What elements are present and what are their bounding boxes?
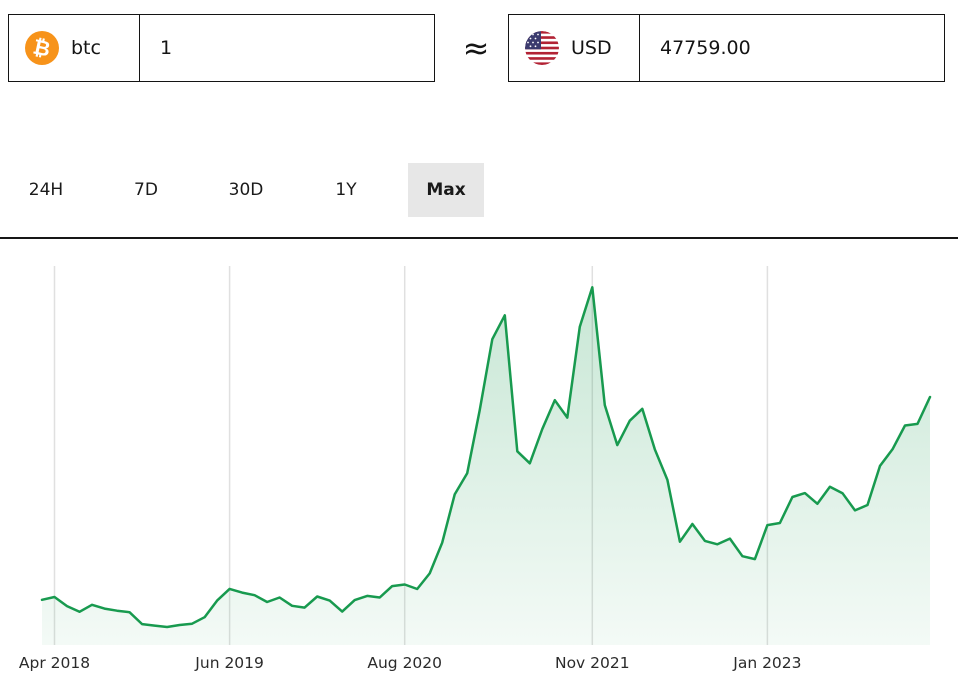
to-amount-input[interactable] xyxy=(640,15,944,81)
divider xyxy=(0,237,958,239)
to-currency-selector[interactable]: USD xyxy=(509,15,640,81)
bitcoin-icon: ₿ xyxy=(25,31,59,65)
to-currency-label: USD xyxy=(571,37,612,59)
svg-text:Nov 2021: Nov 2021 xyxy=(555,654,630,672)
from-currency-label: btc xyxy=(71,37,101,59)
from-currency-selector[interactable]: ₿ btc xyxy=(9,15,140,81)
tab-30d[interactable]: 30D xyxy=(208,163,284,217)
range-tabs: 24H 7D 30D 1Y Max xyxy=(8,163,508,217)
tab-1y[interactable]: 1Y xyxy=(308,163,384,217)
price-chart-area[interactable]: Apr 2018 Jun 2019 Aug 2020 Nov 2021 Jan 2023 xyxy=(0,248,958,690)
from-amount-input[interactable] xyxy=(140,15,434,81)
tab-7d[interactable]: 7D xyxy=(108,163,184,217)
svg-text:Apr 2018: Apr 2018 xyxy=(19,654,90,672)
us-flag-icon xyxy=(525,31,559,65)
from-currency-box: ₿ btc xyxy=(8,14,435,82)
approx-symbol: ≈ xyxy=(462,29,490,67)
svg-text:Jan 2023: Jan 2023 xyxy=(732,654,801,672)
to-currency-box: USD xyxy=(508,14,945,82)
tab-24h[interactable]: 24H xyxy=(8,163,84,217)
svg-text:Aug 2020: Aug 2020 xyxy=(367,654,442,672)
svg-text:Jun 2019: Jun 2019 xyxy=(194,654,264,672)
price-chart[interactable]: Apr 2018 Jun 2019 Aug 2020 Nov 2021 Jan 2023 xyxy=(0,248,958,690)
tab-max[interactable]: Max xyxy=(408,163,484,217)
